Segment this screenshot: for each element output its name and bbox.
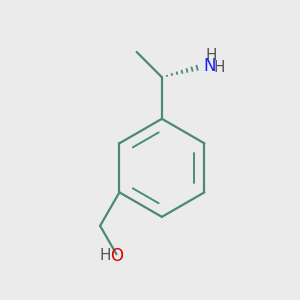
- Text: H: H: [99, 248, 111, 263]
- Text: N: N: [203, 57, 216, 75]
- Text: H: H: [214, 60, 225, 75]
- Text: H: H: [205, 48, 217, 63]
- Text: O: O: [110, 247, 123, 265]
